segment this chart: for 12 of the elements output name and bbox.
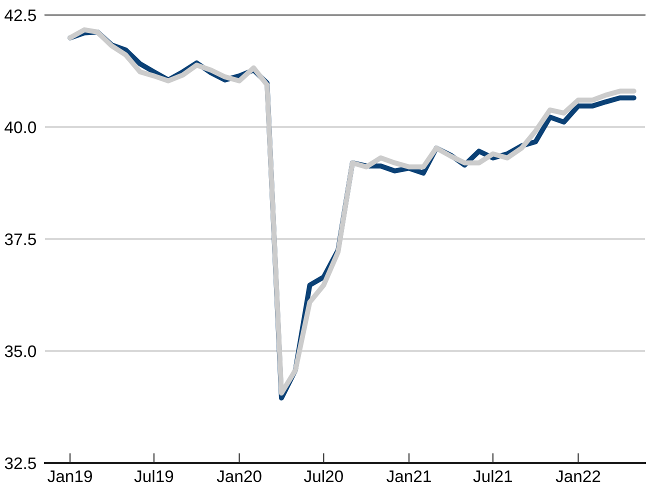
y-tick-label: 42.5	[4, 9, 36, 22]
x-tick-label: Jan22	[556, 470, 600, 482]
x-tick-label: Jul19	[134, 470, 174, 482]
y-tick-label: 35.0	[4, 345, 36, 358]
x-tick-label: Jan19	[48, 470, 92, 482]
x-tick-label: Jul20	[304, 470, 343, 482]
y-tick-label: 37.5	[4, 233, 36, 246]
y-tick-label: 32.5	[4, 457, 36, 470]
x-tick-label: Jan21	[386, 470, 431, 482]
x-tick-label: Jan20	[216, 470, 262, 482]
x-tick-label: Jul21	[473, 470, 512, 482]
y-tick-label: 40.0	[4, 121, 36, 134]
